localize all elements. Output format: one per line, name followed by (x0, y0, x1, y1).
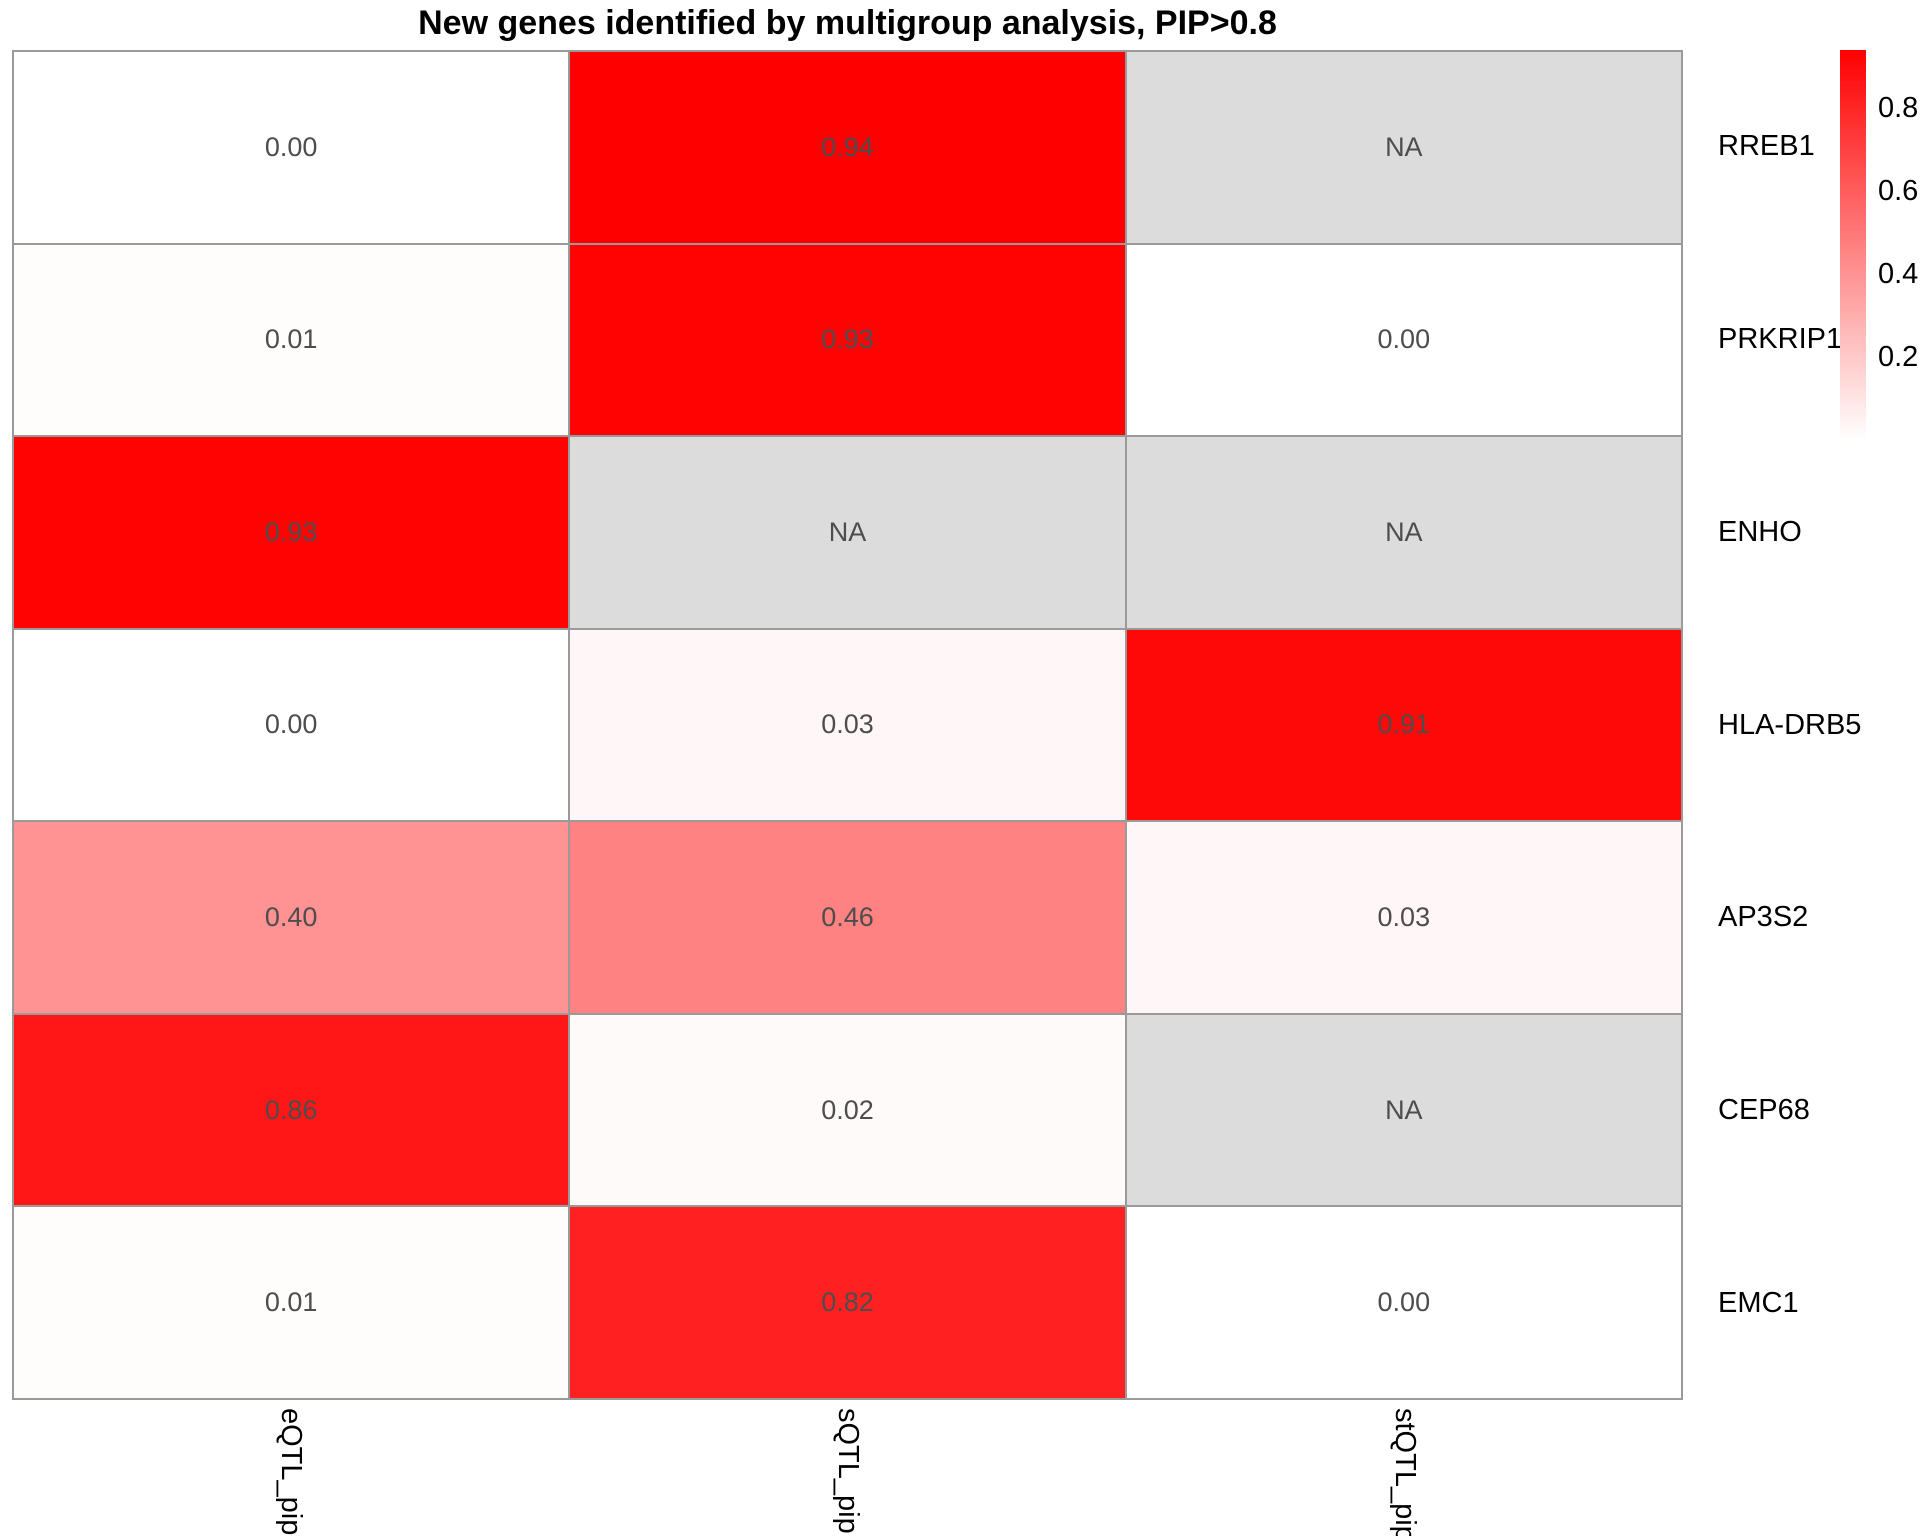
cell-value-label: 0.00 (264, 709, 318, 740)
heatmap-cell: 0.03 (1126, 822, 1681, 1013)
heatmap-cell: 0.94 (570, 52, 1125, 243)
heatmap-grid: 0.00 0.94 NA 0.01 0.93 0.00 0.93 NA NA 0.00 0.03 0.… (12, 50, 1683, 1400)
colorbar-tick: 0.8 (1878, 92, 1919, 124)
colorbar-tick-labels: 0.8 0.6 0.4 0.2 (1878, 50, 1920, 440)
heatmap-cell: 0.93 (14, 437, 569, 628)
column-label: sQTL_pip (832, 1408, 864, 1534)
cell-value-label: NA (1385, 1094, 1423, 1125)
column-axis-labels: eQTL_pip sQTL_pip stQTL_pip (12, 1408, 1683, 1536)
row-label: PRKRIP1 (1718, 322, 1843, 355)
colorbar-gradient (1840, 50, 1866, 440)
colorbar-tick: 0.6 (1878, 175, 1919, 207)
heatmap-cell: 0.91 (1126, 629, 1681, 821)
cell-value-label: NA (1385, 131, 1423, 162)
row-label: EMC1 (1718, 1287, 1799, 1320)
cell-value-label: NA (1385, 516, 1423, 547)
cell-value-label: 0.93 (821, 324, 874, 355)
cell-value-label: 0.03 (821, 709, 874, 740)
column-label: eQTL_pip (275, 1408, 307, 1536)
cell-value-label: 0.01 (264, 324, 318, 355)
heatmap-cell: 0.00 (14, 52, 569, 243)
cell-value-label: 0.46 (821, 902, 874, 933)
cell-value-label: 0.00 (1377, 1287, 1431, 1318)
heatmap-cell: 0.93 (570, 244, 1125, 436)
heatmap-cell: 0.03 (570, 629, 1125, 821)
heatmap-cell: 0.02 (570, 1014, 1125, 1206)
cell-value-label: 0.01 (264, 1287, 318, 1318)
heatmap-cell: 0.01 (14, 244, 569, 436)
cell-value-label: 0.00 (264, 131, 318, 162)
heatmap-cell: 0.82 (570, 1207, 1125, 1398)
cell-value-label: 0.40 (264, 902, 318, 933)
heatmap-cell: 0.00 (1126, 244, 1681, 436)
cell-value-label: 0.00 (1377, 324, 1431, 355)
cell-value-label: 0.94 (821, 131, 874, 162)
heatmap-cell: NA (570, 437, 1125, 628)
heatmap-cell: NA (1126, 437, 1681, 628)
row-label: HLA-DRB5 (1718, 708, 1862, 741)
cell-value-label: NA (828, 516, 867, 547)
column-label: stQTL_pip (1389, 1408, 1421, 1536)
cell-value-label: 0.91 (1377, 709, 1431, 740)
heatmap-cell: 0.40 (14, 822, 569, 1013)
chart-title: New genes identified by multigroup analy… (418, 4, 1277, 42)
heatmap-cell: 0.00 (1126, 1207, 1681, 1398)
heatmap-cell: 0.86 (14, 1014, 569, 1206)
colorbar-tick: 0.2 (1878, 341, 1919, 373)
row-label: CEP68 (1718, 1094, 1810, 1127)
heatmap-cell: 0.01 (14, 1207, 569, 1398)
cell-value-label: 0.03 (1377, 902, 1431, 933)
colorbar-tick: 0.4 (1878, 258, 1919, 290)
heatmap-cell: 0.46 (570, 822, 1125, 1013)
row-label: AP3S2 (1718, 901, 1809, 934)
cell-value-label: 0.82 (821, 1287, 874, 1318)
heatmap-cell: 0.00 (14, 629, 569, 821)
heatmap-cell: NA (1126, 1014, 1681, 1206)
row-axis-labels: RREB1 PRKRIP1 ENHO HLA-DRB5 AP3S2 CEP68 EMC1 (1718, 50, 1888, 1400)
row-label: ENHO (1718, 515, 1802, 548)
row-label: RREB1 (1718, 129, 1815, 162)
cell-value-label: 0.86 (264, 1094, 318, 1125)
cell-value-label: 0.02 (821, 1094, 874, 1125)
cell-value-label: 0.93 (264, 516, 318, 547)
heatmap-cell: NA (1126, 52, 1681, 243)
